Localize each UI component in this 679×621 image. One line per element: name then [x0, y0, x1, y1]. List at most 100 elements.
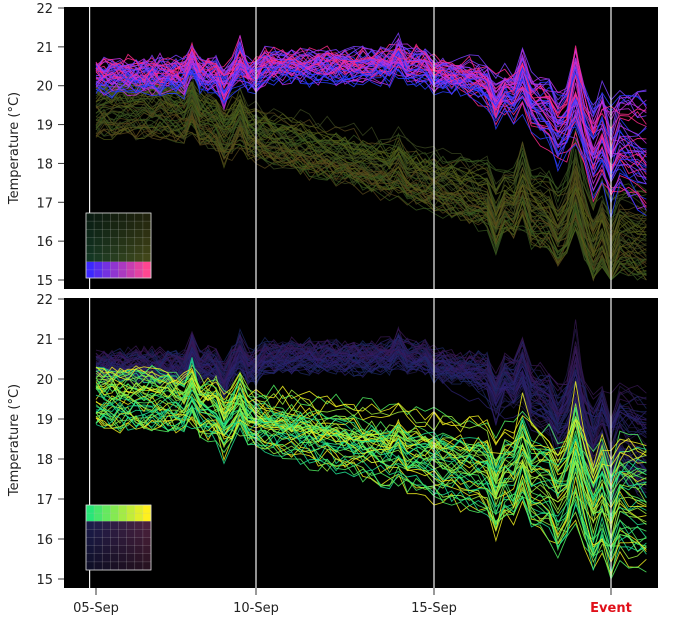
legend-cell [134, 221, 144, 230]
legend-cell [126, 561, 136, 571]
series-line-dim [95, 110, 647, 233]
legend-cell [126, 553, 136, 563]
y-ticks-top: 15 16 17 18 19 20 21 22 [36, 2, 64, 289]
legend-cell [126, 505, 136, 514]
series-line-highlight [95, 46, 647, 169]
y-tick-label: 18 [36, 453, 53, 468]
panel-bottom: 15 16 17 18 19 20 21 22 Temperature (°C) [7, 293, 658, 588]
legend-cell [110, 521, 119, 530]
series-line-highlight [95, 56, 647, 159]
legend-cell [126, 269, 136, 279]
panel-top: 15 16 17 18 19 20 21 22 Temperature (°C) [7, 2, 658, 289]
legend-cell [118, 513, 127, 522]
legend-cell [110, 229, 119, 238]
series-line-highlight [95, 366, 647, 564]
legend-cell [142, 237, 152, 246]
x-axis-ticks: 05-Sep 10-Sep 15-Sep Event [73, 588, 632, 616]
legend-cell [110, 269, 119, 279]
legend-cell [118, 213, 127, 222]
series-line-highlight [95, 378, 647, 559]
y-tick-label: 20 [36, 373, 53, 388]
legend-cell [94, 561, 103, 571]
legend-cell [118, 221, 127, 230]
legend-cell [134, 253, 144, 263]
series-lines-top [95, 32, 647, 282]
y-tick-label: 17 [36, 196, 53, 211]
legend-border [85, 504, 152, 571]
legend-cell [86, 529, 95, 538]
legend-cell [142, 261, 152, 271]
series-line-dim [95, 119, 647, 261]
legend-cell [142, 213, 152, 222]
legend-cell [86, 261, 95, 271]
legend-cell [134, 561, 144, 571]
legend-cell [110, 221, 119, 230]
series-line-dim [95, 111, 647, 281]
series-line-dim [95, 115, 647, 282]
legend-cell [142, 229, 152, 238]
series-line-highlight [95, 45, 647, 174]
legend-cell [86, 553, 95, 563]
legend-cell [134, 529, 144, 538]
legend-cell [86, 245, 95, 254]
legend-cell [142, 537, 152, 546]
series-line-highlight [95, 57, 647, 208]
series-line-highlight [95, 406, 647, 518]
legend-cell [142, 561, 152, 571]
legend-cell [126, 513, 136, 522]
y-tick-label: 19 [36, 413, 53, 428]
legend-cell [94, 229, 103, 238]
legend-cell [102, 237, 111, 246]
legend-cell [118, 237, 127, 246]
x-tick-label: 10-Sep [233, 601, 279, 616]
legend-cell [134, 513, 144, 522]
series-line-dim [95, 329, 647, 426]
legend-cell [110, 213, 119, 222]
legend-cell [134, 237, 144, 246]
series-line-highlight [95, 407, 647, 552]
series-line-highlight [95, 67, 647, 177]
legend-cell [110, 537, 119, 546]
series-line-dim [95, 82, 647, 281]
legend-cell [134, 261, 144, 271]
y-tick-label: 16 [36, 533, 53, 548]
legend-cell [118, 561, 127, 571]
series-line-highlight [95, 392, 647, 497]
series-line-dim [95, 328, 647, 487]
y-tick-label: 20 [36, 80, 53, 95]
series-lines-bottom [95, 319, 647, 581]
series-line-dim [95, 346, 647, 478]
legend-cell [94, 529, 103, 538]
legend-cell [102, 513, 111, 522]
series-line-dim [95, 90, 647, 281]
legend-cell [142, 545, 152, 555]
y-tick-label: 15 [36, 274, 53, 289]
legend-cell [142, 505, 152, 514]
legend-cell [126, 261, 136, 271]
y-tick-label: 22 [36, 293, 53, 308]
legend-cell [102, 505, 111, 514]
legend-cell [94, 521, 103, 530]
legend-cell [134, 229, 144, 238]
legend-cell [118, 245, 127, 254]
legend-cell [86, 269, 95, 279]
series-line-highlight [95, 413, 647, 575]
legend-cell [86, 229, 95, 238]
legend-cell [126, 529, 136, 538]
color-legend-bottom [85, 504, 152, 571]
legend-cell [134, 545, 144, 555]
legend-cell [86, 221, 95, 230]
legend-cell [102, 245, 111, 254]
legend-cell [94, 237, 103, 246]
legend-cell [102, 253, 111, 263]
legend-cell [118, 537, 127, 546]
series-line-highlight [95, 40, 647, 159]
legend-cell [94, 553, 103, 563]
legend-cell [110, 505, 119, 514]
legend-cell [126, 221, 136, 230]
series-line-dim [95, 75, 647, 258]
series-line-highlight [95, 365, 647, 473]
legend-cell [110, 553, 119, 563]
legend-cell [118, 521, 127, 530]
series-line-highlight [96, 388, 647, 509]
